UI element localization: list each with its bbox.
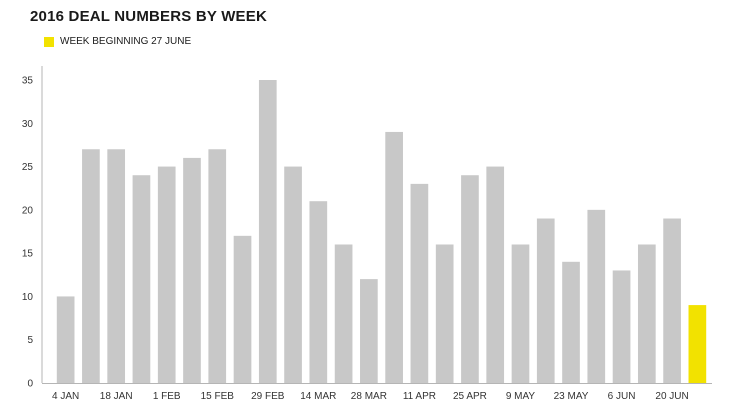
x-tick-label: 23 MAY bbox=[554, 391, 589, 402]
x-tick-label: 25 APR bbox=[453, 391, 487, 402]
bar bbox=[82, 149, 100, 383]
bar bbox=[612, 270, 631, 383]
bar bbox=[233, 235, 252, 383]
bar bbox=[486, 166, 505, 383]
bar bbox=[461, 175, 479, 383]
x-tick-label: 20 JUN bbox=[655, 391, 688, 402]
bar bbox=[536, 218, 555, 383]
legend: WEEK BEGINNING 27 JUNE bbox=[44, 36, 191, 47]
chart-title: 2016 DEAL NUMBERS BY WEEK bbox=[30, 8, 268, 25]
bar bbox=[637, 244, 656, 383]
x-tick-label: 4 JAN bbox=[52, 391, 79, 402]
y-tick-label: 20 bbox=[22, 205, 34, 216]
y-tick-label: 5 bbox=[27, 335, 33, 346]
y-tick-label: 0 bbox=[27, 379, 33, 390]
x-tick-label: 29 FEB bbox=[251, 391, 285, 402]
y-tick-label: 30 bbox=[22, 119, 34, 130]
bar bbox=[258, 80, 277, 383]
y-tick-label: 15 bbox=[22, 249, 34, 260]
bar-highlight bbox=[688, 305, 707, 383]
bar bbox=[334, 244, 353, 383]
bar bbox=[587, 209, 606, 383]
bar bbox=[562, 261, 580, 383]
bar bbox=[157, 166, 176, 383]
bar bbox=[663, 218, 681, 383]
y-tick-label: 10 bbox=[22, 292, 34, 303]
x-tick-label: 18 JAN bbox=[100, 391, 133, 402]
bar bbox=[107, 149, 126, 383]
bar bbox=[284, 166, 302, 383]
x-tick-label: 15 FEB bbox=[201, 391, 235, 402]
legend-label: WEEK BEGINNING 27 JUNE bbox=[60, 36, 192, 47]
bar bbox=[360, 279, 378, 383]
x-tick-label: 1 FEB bbox=[153, 391, 181, 402]
x-tick-label: 11 APR bbox=[403, 391, 436, 402]
legend-swatch bbox=[44, 36, 54, 47]
bar bbox=[410, 183, 429, 383]
bar bbox=[309, 201, 328, 383]
y-tick-label: 35 bbox=[22, 76, 34, 87]
x-tick-label: 6 JUN bbox=[608, 391, 636, 402]
x-tick-label: 9 MAY bbox=[506, 391, 536, 402]
bar bbox=[511, 244, 530, 383]
bar bbox=[435, 244, 454, 383]
bar bbox=[132, 175, 151, 383]
x-tick-label: 28 MAR bbox=[351, 391, 387, 402]
y-tick-label: 25 bbox=[22, 162, 34, 173]
bar bbox=[385, 131, 403, 383]
bar bbox=[208, 149, 227, 383]
x-tick-label: 14 MAR bbox=[300, 391, 336, 402]
bar bbox=[56, 296, 75, 383]
bar bbox=[183, 157, 201, 383]
